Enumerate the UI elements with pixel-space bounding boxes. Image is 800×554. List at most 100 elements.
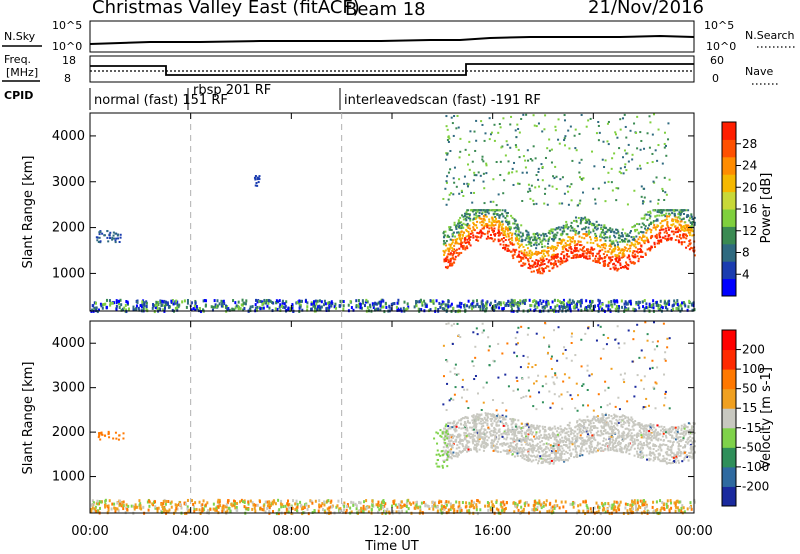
echo [234, 506, 237, 510]
echo [444, 230, 447, 233]
echo [409, 502, 412, 506]
echo [594, 239, 597, 242]
echo [657, 306, 660, 310]
echo [321, 502, 324, 506]
echo [393, 499, 396, 503]
echo [682, 506, 685, 510]
echo [315, 302, 318, 306]
echo [303, 505, 306, 509]
echo [665, 193, 668, 196]
echo [462, 244, 465, 247]
echo [407, 507, 410, 511]
echo [428, 507, 431, 511]
echo [545, 460, 548, 463]
echo [547, 436, 550, 439]
echo [548, 184, 551, 187]
echo [609, 227, 612, 230]
echo [552, 247, 555, 250]
echo [478, 211, 481, 214]
echo [482, 180, 485, 183]
echo [594, 257, 597, 260]
echo [292, 499, 295, 503]
echo [686, 214, 689, 217]
echo [470, 303, 473, 307]
echo [465, 235, 468, 238]
echo [556, 253, 559, 256]
echo [576, 424, 579, 427]
echo [467, 163, 470, 166]
echo [446, 435, 449, 438]
echo [562, 306, 565, 310]
echo [533, 500, 536, 504]
echo [104, 505, 107, 509]
echo [405, 501, 408, 505]
echo [98, 231, 101, 234]
echo [617, 306, 620, 310]
echo [507, 222, 510, 225]
echo [535, 247, 538, 250]
echo [572, 236, 575, 239]
echo [463, 231, 466, 234]
echo [167, 305, 170, 309]
echo [634, 240, 637, 243]
echo [156, 507, 159, 511]
echo [211, 308, 214, 312]
echo [490, 423, 493, 426]
echo [643, 239, 646, 242]
echo [516, 227, 519, 230]
echo [464, 238, 467, 241]
echo [493, 219, 496, 222]
echo [476, 442, 479, 445]
echo [566, 227, 569, 230]
echo [165, 509, 168, 513]
echo [299, 500, 302, 504]
echo [339, 509, 342, 513]
echo [342, 503, 345, 507]
echo [656, 210, 659, 213]
colorbar-segment [722, 174, 736, 193]
echo [283, 302, 286, 306]
echo [523, 255, 526, 258]
echo [476, 439, 479, 442]
echo [231, 307, 234, 311]
echo [445, 239, 448, 242]
echo [396, 308, 399, 312]
echo [691, 247, 694, 250]
echo [241, 303, 244, 307]
echo [360, 506, 363, 510]
echo [481, 307, 484, 311]
echo [397, 510, 400, 514]
echo [624, 163, 627, 166]
echo [453, 258, 456, 261]
echo [383, 509, 386, 513]
echo [385, 305, 388, 309]
echo [132, 305, 135, 309]
echo [405, 505, 408, 509]
echo [680, 237, 683, 240]
echo [451, 426, 454, 429]
echo [541, 454, 544, 457]
echo [597, 417, 600, 420]
echo [320, 300, 323, 304]
echo [154, 306, 157, 310]
echo [456, 237, 459, 240]
echo [271, 510, 274, 514]
echo [567, 203, 570, 206]
echo [313, 300, 316, 304]
echo [576, 445, 579, 448]
echo [645, 236, 648, 239]
echo [522, 262, 525, 265]
echo [662, 209, 665, 212]
echo [121, 500, 124, 504]
echo [652, 299, 655, 303]
echo [472, 217, 475, 220]
echo [643, 499, 646, 503]
echo [548, 149, 551, 152]
echo [415, 304, 418, 308]
echo [449, 245, 452, 248]
echo [627, 160, 630, 163]
echo [553, 298, 556, 302]
echo [202, 499, 205, 503]
echo [115, 307, 118, 311]
echo [631, 499, 634, 503]
